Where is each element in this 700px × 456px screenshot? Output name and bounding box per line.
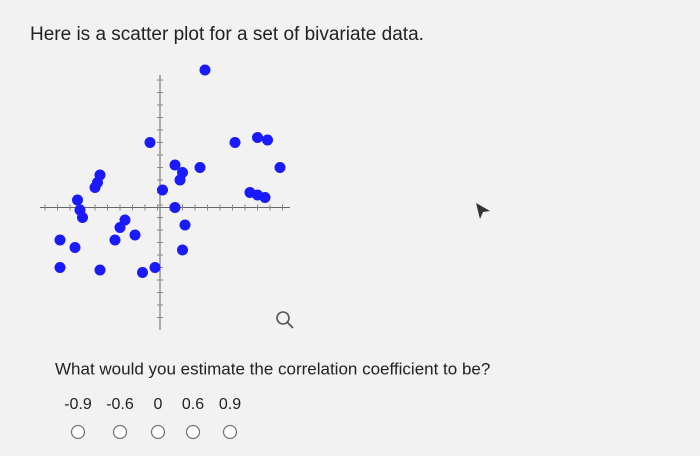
point xyxy=(94,169,106,181)
point xyxy=(157,184,168,196)
radio-button[interactable] xyxy=(185,424,201,440)
point xyxy=(129,229,141,241)
heading: Here is a scatter plot for a set of biva… xyxy=(30,24,424,45)
point xyxy=(89,182,101,193)
point xyxy=(69,242,81,253)
option-label: -0.6 xyxy=(106,396,134,413)
point xyxy=(149,262,161,273)
point xyxy=(144,137,156,148)
radio-button[interactable] xyxy=(112,424,128,440)
point xyxy=(274,162,286,173)
point xyxy=(194,162,206,173)
point xyxy=(229,137,241,148)
cursor xyxy=(476,203,490,219)
magnifier[interactable] xyxy=(276,311,294,329)
point xyxy=(174,174,186,186)
point xyxy=(94,264,106,276)
point xyxy=(262,134,273,146)
point xyxy=(72,194,83,206)
option-label: 0 xyxy=(154,396,163,413)
point xyxy=(77,212,88,223)
point xyxy=(169,202,181,213)
point xyxy=(54,262,66,273)
point xyxy=(179,219,191,231)
point xyxy=(252,132,263,143)
point xyxy=(259,192,271,203)
point xyxy=(177,244,188,256)
point xyxy=(169,159,181,171)
point xyxy=(137,267,148,278)
point xyxy=(109,234,121,246)
radio-button[interactable] xyxy=(70,424,86,440)
radio-button[interactable] xyxy=(150,424,166,440)
option-label: -0.9 xyxy=(64,396,92,413)
option-label: 0.9 xyxy=(219,396,241,413)
question: What would you estimate the correlation … xyxy=(55,359,490,378)
radio-button[interactable] xyxy=(222,424,238,440)
point xyxy=(199,64,211,76)
point xyxy=(54,234,66,246)
point xyxy=(114,222,126,233)
option-label: 0.6 xyxy=(182,396,204,413)
